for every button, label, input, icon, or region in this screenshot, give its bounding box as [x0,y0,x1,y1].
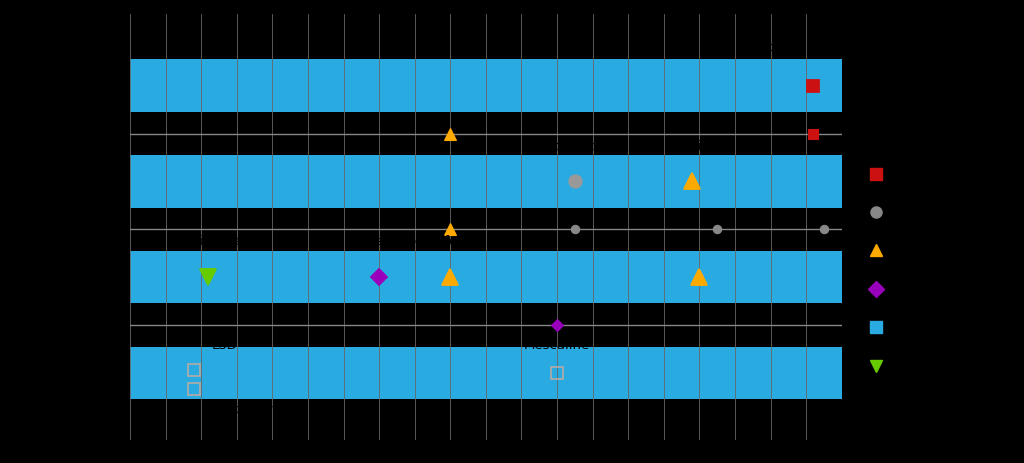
Text: Cocaine: Cocaine [666,140,719,153]
Text: Pentobarbital: Pentobarbital [530,140,620,153]
Bar [130,251,842,303]
Text: Mescaline: Mescaline [524,339,590,352]
Text: Heroin: Heroin [744,41,788,54]
Text: Caffeine: Caffeine [423,235,478,249]
Text: Marijuana: Marijuana [175,235,242,249]
Text: MDMA: MDMA [678,235,721,249]
Text: Nitrous oxide: Nitrous oxide [335,235,423,249]
Bar [130,346,842,399]
Bar [130,155,842,208]
Text: LSD: LSD [212,339,238,352]
Bar [130,59,842,112]
Text: Psilocybin: Psilocybin [212,403,279,417]
